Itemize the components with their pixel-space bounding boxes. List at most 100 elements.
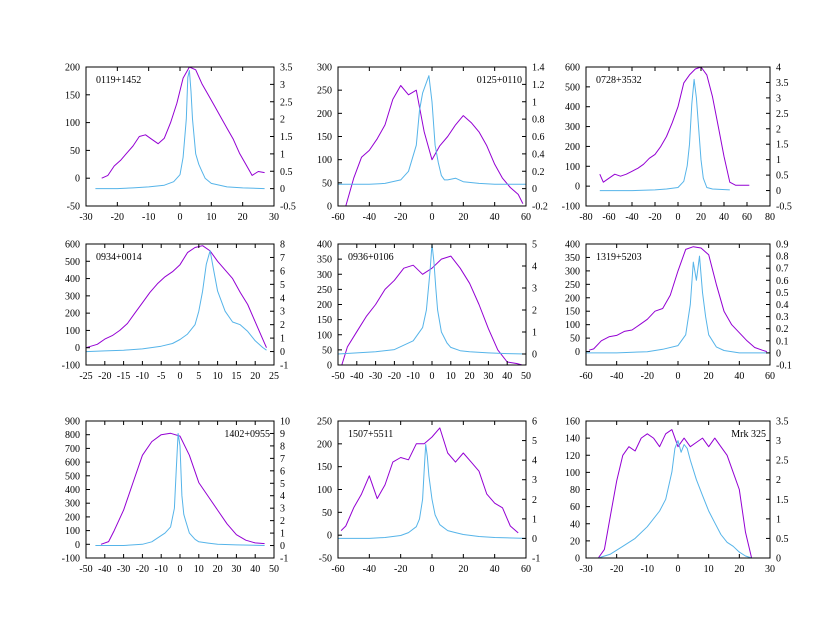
series-line-blue bbox=[599, 78, 730, 192]
x-tick-label: -60 bbox=[331, 564, 344, 575]
x-tick-label: 20 bbox=[465, 371, 475, 382]
y2-tick-label: 0 bbox=[532, 350, 537, 361]
y2-tick-label: 3.5 bbox=[280, 63, 293, 74]
x-tick-label: 0 bbox=[676, 371, 681, 382]
x-tick-label: 0 bbox=[676, 212, 681, 223]
series-line-blue bbox=[338, 444, 527, 539]
x-tick-label: 5 bbox=[196, 371, 201, 382]
chart-panel-3: -80 -60 -40 -20 0 20 40 60 80-100010020030040050… bbox=[562, 63, 792, 224]
x-tick-label: -20 bbox=[136, 564, 149, 575]
y-tick-label: 250 bbox=[565, 280, 580, 291]
y-tick-label: 40 bbox=[570, 519, 580, 530]
y-tick-label: 100 bbox=[565, 162, 580, 173]
y2-tick-label: 2 bbox=[776, 124, 781, 135]
y-tick-label: 0 bbox=[327, 531, 332, 542]
y-tick-label: 0 bbox=[327, 202, 332, 213]
y-tick-label: 300 bbox=[317, 63, 332, 74]
y-tick-label: 150 bbox=[565, 307, 580, 318]
x-tick-label: 50 bbox=[269, 564, 279, 575]
y2-tick-label: 0 bbox=[280, 347, 285, 358]
y-tick-label: 300 bbox=[565, 122, 580, 133]
x-tick-label: 15 bbox=[231, 371, 241, 382]
y2-tick-label: 8 bbox=[280, 441, 285, 452]
y2-tick-label: 0.8 bbox=[776, 252, 789, 263]
y-tick-label: 80 bbox=[570, 485, 580, 496]
y2-tick-label: 0.5 bbox=[776, 534, 789, 545]
x-tick-label: -60 bbox=[331, 212, 344, 223]
x-tick-label: 80 bbox=[765, 212, 775, 223]
x-tick-label: -20 bbox=[641, 371, 654, 382]
series-line-blue bbox=[598, 440, 752, 559]
x-tick-label: 0 bbox=[430, 564, 435, 575]
y2-tick-label: 1 bbox=[532, 97, 537, 108]
plot-frame bbox=[85, 66, 275, 207]
y2-tick-label: 1.2 bbox=[532, 80, 545, 91]
y2-tick-label: 7 bbox=[280, 454, 285, 465]
series-line-purple bbox=[101, 66, 265, 179]
y2-tick-label: 2.5 bbox=[280, 97, 293, 108]
y-tick-label: 200 bbox=[565, 293, 580, 304]
y-tick-label: 800 bbox=[65, 430, 80, 441]
series-line-purple bbox=[100, 432, 265, 545]
y-tick-label: 300 bbox=[565, 266, 580, 277]
panel-title: Mrk 325 bbox=[731, 429, 766, 440]
y-tick-label: 200 bbox=[65, 63, 80, 74]
y2-tick-label: 5 bbox=[532, 240, 537, 251]
y2-tick-label: 1 bbox=[532, 328, 537, 339]
panel-title: 0125+0110 bbox=[477, 75, 522, 86]
y-tick-label: 200 bbox=[317, 300, 332, 311]
y2-tick-label: -1 bbox=[280, 361, 288, 372]
y2-tick-label: 0 bbox=[532, 534, 537, 545]
y-tick-label: 100 bbox=[65, 526, 80, 537]
y-tick-label: 200 bbox=[317, 439, 332, 450]
y-tick-label: 400 bbox=[65, 485, 80, 496]
y-tick-label: 100 bbox=[65, 118, 80, 129]
x-tick-label: 0 bbox=[430, 212, 435, 223]
chart-panel-7: -50 -40 -30 -20 -10 0 10 20 30 40 50-1000100200300… bbox=[62, 417, 290, 576]
y2-tick-label: -0.1 bbox=[776, 361, 792, 372]
chart-panel-1: -30 -20 -10 0 10 20 30 -50 0 50 100 150 200 -0.5 0 0.5 1… bbox=[65, 63, 296, 224]
y2-tick-label: 4 bbox=[280, 293, 285, 304]
chart-panel-8: -60 -40 -20 0 20 40 60 -50 0 50 100 150 200 250 -1 0 1 2 3… bbox=[317, 417, 540, 576]
y-tick-label: 500 bbox=[65, 471, 80, 482]
y-tick-label: 100 bbox=[317, 485, 332, 496]
y-tick-label: 300 bbox=[317, 270, 332, 281]
series-line-blue bbox=[586, 255, 770, 354]
x-tick-label: 40 bbox=[734, 371, 744, 382]
x-tick-label: 30 bbox=[231, 564, 241, 575]
y-tick-label: 150 bbox=[317, 462, 332, 473]
y2-tick-label: 6 bbox=[280, 266, 285, 277]
y2-tick-label: 2 bbox=[280, 516, 285, 527]
series-line-purple bbox=[345, 85, 524, 207]
y-tick-label: 0 bbox=[75, 540, 80, 551]
y-tick-label: 150 bbox=[317, 315, 332, 326]
y2-tick-label: 0 bbox=[532, 184, 537, 195]
y2-tick-label: 1 bbox=[280, 334, 285, 345]
y-tick-label: 400 bbox=[565, 102, 580, 113]
y2-tick-label: -0.5 bbox=[776, 202, 792, 213]
y-tick-label: 600 bbox=[565, 63, 580, 74]
y2-tick-label: 0 bbox=[776, 348, 781, 359]
x-tick-label: 0 bbox=[178, 564, 183, 575]
y-tick-label: -50 bbox=[319, 554, 332, 565]
chart-panel-4: -25 -20 -15 -10 -5 0 5 10 15 20 25-100010020030040… bbox=[62, 240, 289, 383]
y2-tick-label: 2 bbox=[532, 306, 537, 317]
y-tick-label: 0 bbox=[75, 343, 80, 354]
y-tick-label: 50 bbox=[322, 345, 332, 356]
series-line-purple bbox=[340, 427, 519, 534]
panel-title: 1402+0955 bbox=[224, 429, 270, 440]
x-tick-label: -20 bbox=[111, 212, 124, 223]
y2-tick-label: 1 bbox=[776, 514, 781, 525]
series-line-purple bbox=[599, 66, 750, 186]
y-tick-label: 100 bbox=[65, 326, 80, 337]
y2-tick-label: 1.5 bbox=[776, 140, 789, 151]
y2-tick-label: 0.7 bbox=[776, 264, 789, 275]
y2-tick-label: 5 bbox=[280, 479, 285, 490]
y-tick-label: 350 bbox=[565, 253, 580, 264]
x-tick-label: -10 bbox=[142, 212, 155, 223]
x-tick-label: 40 bbox=[250, 564, 260, 575]
x-tick-label: 10 bbox=[446, 371, 456, 382]
y-tick-label: 400 bbox=[317, 240, 332, 251]
y-tick-label: 60 bbox=[570, 502, 580, 513]
